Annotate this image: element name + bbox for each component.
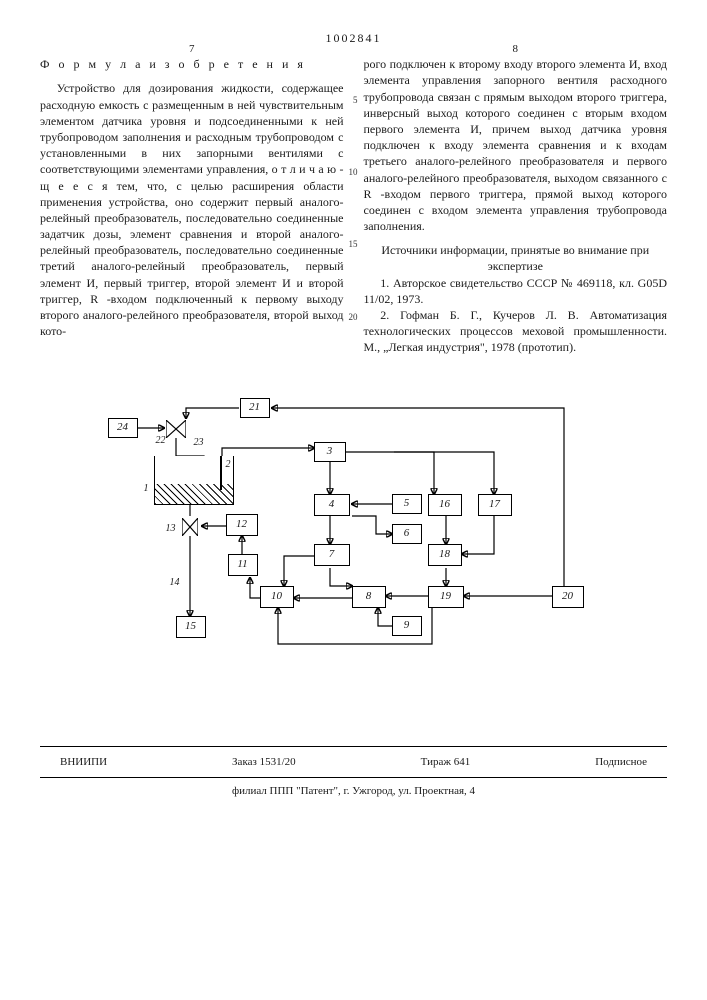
patent-number: 1002841 [40, 30, 667, 46]
left-col-number: 7 [189, 42, 195, 57]
text-columns: 7 Ф о р м у л а и з о б р е т е н и я Ус… [40, 56, 667, 355]
block-4: 4 [314, 494, 350, 516]
right-col-number: 8 [513, 42, 519, 57]
label-13: 13 [166, 522, 176, 536]
block-17: 17 [478, 494, 512, 516]
sensor-rod [220, 456, 222, 490]
block-18: 18 [428, 544, 462, 566]
left-body: Устройство для дозирования жидкости, сод… [40, 80, 344, 339]
right-column: 8 рого подключен к второму входу второго… [364, 56, 668, 355]
block-21: 21 [240, 398, 270, 418]
block-6: 6 [392, 524, 422, 544]
source-1: 1. Авторское свидетельство СССР № 469118… [364, 275, 668, 307]
right-body: рого подключен к второму входу второго э… [364, 56, 668, 234]
block-11: 11 [228, 554, 258, 576]
label-14: 14 [170, 576, 180, 590]
block-5: 5 [392, 494, 422, 514]
block-15: 15 [176, 616, 206, 638]
left-column: 7 Ф о р м у л а и з о б р е т е н и я Ус… [40, 56, 344, 355]
block-24: 24 [108, 418, 138, 438]
label-1: 1 [144, 482, 149, 496]
tank [154, 456, 234, 505]
block-8: 8 [352, 586, 386, 608]
block-19: 19 [428, 586, 464, 608]
source-2: 2. Гофман Б. Г., Кучеров Л. В. Автоматиз… [364, 307, 668, 356]
footer-tiraz: Тираж 641 [421, 755, 471, 770]
line-number-gutter: 5 10 15 20 [346, 56, 358, 323]
footer-address: филиал ППП "Патент", г. Ужгород, ул. Про… [40, 784, 667, 799]
footer: ВНИИПИ Заказ 1531/20 Тираж 641 Подписное… [40, 746, 667, 800]
valve-22 [166, 420, 186, 442]
label-23: 23 [194, 436, 204, 450]
valve-13 [182, 518, 198, 540]
footer-org: ВНИИПИ [60, 755, 107, 770]
block-9: 9 [392, 616, 422, 636]
block-7: 7 [314, 544, 350, 566]
block-diagram: 1 2 22 23 13 14 24 21 3 4 5 6 7 8 9 10 1… [94, 386, 614, 706]
sources-title: Источники информации, принятые во вниман… [364, 242, 668, 274]
label-22: 22 [156, 434, 166, 448]
block-16: 16 [428, 494, 462, 516]
label-2: 2 [226, 458, 231, 472]
block-3: 3 [314, 442, 346, 462]
footer-sign: Подписное [595, 755, 647, 770]
block-10: 10 [260, 586, 294, 608]
claim-title: Ф о р м у л а и з о б р е т е н и я [40, 56, 344, 72]
footer-order: Заказ 1531/20 [232, 755, 296, 770]
block-20: 20 [552, 586, 584, 608]
block-12: 12 [226, 514, 258, 536]
